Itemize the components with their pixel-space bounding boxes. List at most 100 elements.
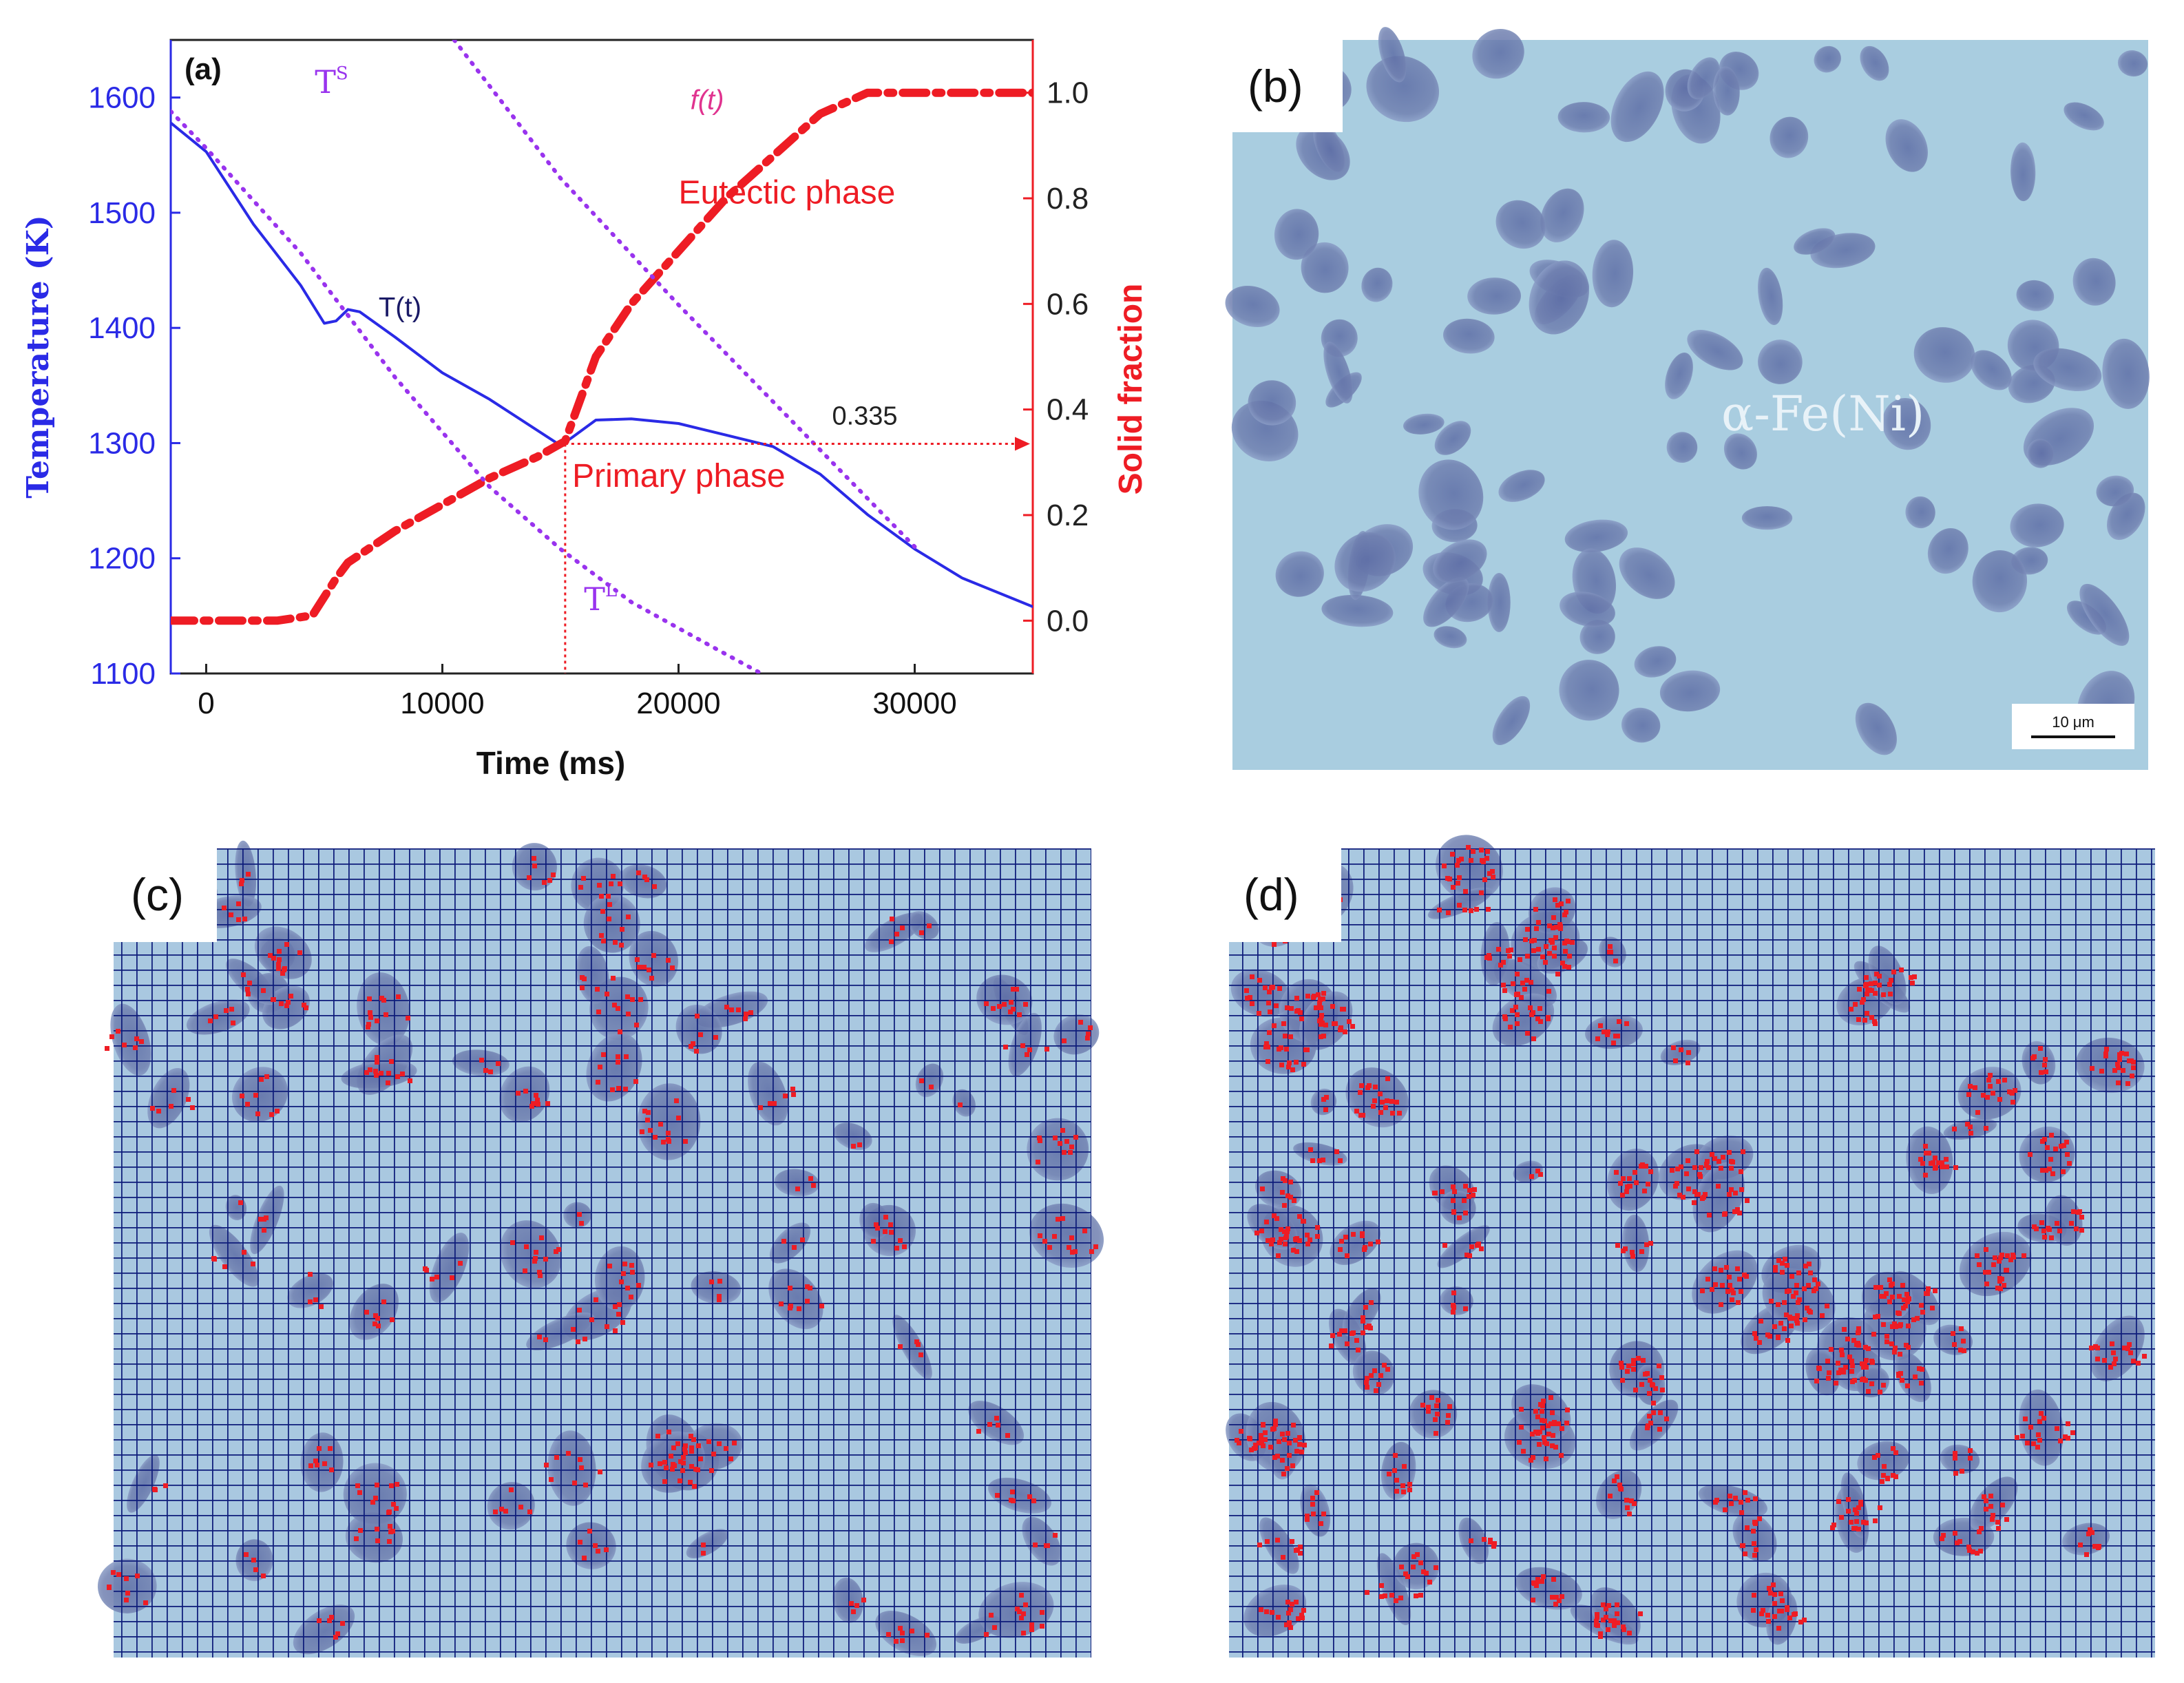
- solid-cell: [630, 997, 635, 1002]
- solid-cell: [1728, 1494, 1732, 1498]
- y-right-tick-label: 0.8: [1047, 182, 1089, 216]
- solid-cell: [1648, 1421, 1653, 1425]
- solid-cell: [1843, 1365, 1848, 1370]
- solid-cell: [683, 1443, 688, 1448]
- solid-cell: [1881, 992, 1886, 997]
- solid-cell: [1538, 1172, 1543, 1177]
- solid-cell: [1703, 1192, 1708, 1197]
- solid-cell: [2002, 1078, 2007, 1083]
- solid-cell: [1276, 1615, 1281, 1620]
- solid-cell: [1068, 1150, 1073, 1155]
- solid-cell: [1975, 1253, 1980, 1258]
- solid-cell: [1791, 1294, 1796, 1299]
- solid-cell: [1598, 1634, 1603, 1639]
- solid-cell: [1657, 1427, 1662, 1432]
- solid-cell: [2002, 1283, 2006, 1288]
- solid-cell: [729, 1007, 734, 1012]
- solid-cell: [1519, 1425, 1524, 1430]
- solid-cell: [1803, 1317, 1807, 1322]
- solid-cell: [1299, 1613, 1304, 1618]
- solid-cell: [1739, 1169, 1743, 1174]
- solid-cell: [900, 1638, 905, 1643]
- grain: [1225, 285, 1280, 327]
- solid-cell: [1294, 996, 1299, 1001]
- solid-cell: [1865, 992, 1869, 996]
- y-right-tick-label: 0.4: [1047, 393, 1089, 427]
- solid-cell: [340, 1621, 345, 1626]
- solid-cell: [1673, 1184, 1678, 1189]
- solid-cell: [1891, 970, 1896, 974]
- solid-cell: [1620, 1378, 1625, 1383]
- solid-cell: [264, 1074, 269, 1079]
- solid-cell: [1968, 1448, 1973, 1453]
- solid-cell: [1469, 1244, 1474, 1249]
- solid-cell: [1264, 1041, 1269, 1046]
- solid-cell: [1293, 1237, 1298, 1242]
- solid-cell: [1305, 994, 1310, 999]
- solid-cell: [2117, 1057, 2122, 1062]
- solid-cell: [914, 1339, 919, 1344]
- solid-cell: [1959, 1326, 1964, 1331]
- solid-cell: [1899, 968, 1904, 972]
- solid-cell: [1659, 1375, 1664, 1380]
- solid-cell: [1594, 1622, 1599, 1627]
- solid-cell: [819, 1304, 824, 1308]
- solid-cell: [280, 971, 285, 976]
- solid-cell: [537, 1270, 542, 1275]
- solid-cell: [1318, 997, 1323, 1002]
- solid-cell: [2096, 1545, 2101, 1550]
- solid-cell: [1479, 890, 1484, 895]
- x-tick-label: 10000: [400, 687, 484, 720]
- solid-cell: [1521, 1449, 1526, 1454]
- solid-cell: [2119, 1051, 2124, 1056]
- solid-cell: [1283, 1178, 1288, 1183]
- solid-cell: [186, 1097, 191, 1102]
- solid-cell: [666, 1131, 671, 1136]
- solid-cell: [2059, 1144, 2064, 1149]
- solid-cell: [1627, 1184, 1632, 1189]
- solid-cell: [1827, 1370, 1831, 1375]
- solid-cell: [1239, 1429, 1243, 1434]
- solid-cell: [649, 976, 654, 981]
- solid-cell: [577, 1212, 582, 1217]
- grain: [1498, 470, 1545, 502]
- solid-cell: [1615, 1243, 1620, 1248]
- solid-cell: [277, 957, 282, 962]
- solid-cell: [1627, 1631, 1632, 1635]
- solid-cell: [1248, 1436, 1252, 1441]
- solid-cell: [1758, 1319, 1763, 1324]
- solid-cell: [1860, 1361, 1865, 1366]
- solid-cell: [1735, 1207, 1740, 1212]
- solid-cell: [1548, 1421, 1553, 1426]
- solid-cell: [1282, 1229, 1287, 1234]
- solid-cell: [1608, 944, 1613, 949]
- solid-cell: [271, 997, 276, 1002]
- solid-cell: [308, 1272, 313, 1277]
- grain: [1794, 228, 1836, 255]
- solid-cell: [599, 933, 604, 938]
- annotation: T(t): [379, 292, 421, 322]
- solid-cell: [1872, 1455, 1877, 1460]
- solid-cell: [1631, 1367, 1636, 1372]
- solid-cell: [1476, 1242, 1481, 1246]
- solid-cell: [1365, 1376, 1369, 1381]
- solid-cell: [1757, 1516, 1762, 1521]
- solid-cell: [479, 1058, 484, 1063]
- solid-cell: [1272, 1455, 1277, 1460]
- solid-cell: [1491, 875, 1495, 879]
- solid-cell: [1754, 1547, 1758, 1552]
- solid-cell: [788, 1286, 792, 1290]
- solid-cell: [1743, 1551, 1747, 1556]
- solid-cell: [621, 1271, 626, 1276]
- solid-cell: [619, 1279, 624, 1284]
- solid-cell: [1433, 1417, 1438, 1422]
- solid-cell: [1874, 972, 1879, 976]
- solid-cell: [1953, 1471, 1958, 1476]
- solid-cell: [1721, 1155, 1725, 1160]
- solid-cell: [1594, 1619, 1599, 1624]
- solid-cell: [375, 1527, 379, 1532]
- solid-cell: [1627, 1512, 1632, 1516]
- solid-cell: [1293, 1438, 1298, 1443]
- solid-cell: [1482, 877, 1487, 882]
- solid-cell: [613, 1328, 618, 1333]
